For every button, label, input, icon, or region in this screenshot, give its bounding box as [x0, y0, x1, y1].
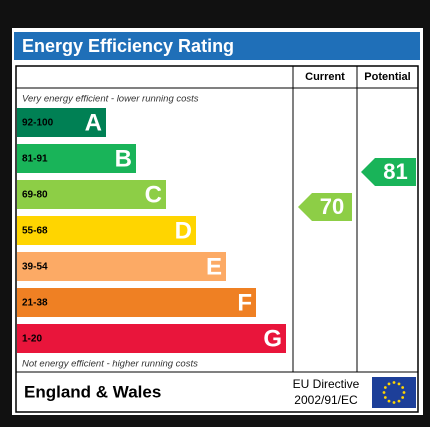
eu-stars: [382, 381, 406, 404]
band-bar: [17, 144, 136, 173]
band-range: 1-20: [22, 334, 42, 345]
eu-star: [387, 382, 391, 386]
potential-rating: 81: [383, 159, 407, 184]
header-current: Current: [305, 71, 345, 83]
band-range: 55-68: [22, 226, 48, 237]
band-letter: D: [175, 217, 192, 244]
band-bar: [17, 288, 256, 317]
title: Energy Efficiency Rating: [22, 36, 234, 56]
eu-star: [401, 396, 405, 399]
band-range: 92-100: [22, 118, 54, 129]
eu-star: [397, 399, 401, 403]
eu-star: [383, 386, 387, 389]
band-letter: G: [263, 325, 282, 352]
eu-star: [401, 386, 405, 389]
band-bar: [17, 324, 286, 353]
band-bar: [17, 252, 226, 281]
eu-star: [402, 391, 406, 394]
eu-star: [392, 401, 396, 404]
region: England & Wales: [24, 382, 161, 401]
band-letter: F: [237, 289, 252, 316]
band-range: 69-80: [22, 190, 48, 201]
band-range: 81-91: [22, 154, 48, 165]
band-letter: A: [85, 109, 102, 136]
header-potential: Potential: [364, 71, 410, 83]
directive-line: EU Directive: [293, 377, 360, 391]
current-arrow: [298, 192, 352, 221]
band-range: 21-38: [22, 298, 48, 309]
band-letter: C: [145, 181, 162, 208]
band-bar: [17, 216, 196, 245]
top-note: Very energy efficient - lower running co…: [22, 94, 199, 105]
eu-star: [392, 381, 396, 384]
directive-line: 2002/91/EC: [294, 393, 358, 407]
band-bar: [17, 180, 166, 209]
eu-star: [397, 382, 401, 386]
eu-star: [383, 396, 387, 399]
band-range: 39-54: [22, 262, 48, 273]
frame: [15, 65, 419, 413]
band-bar: [17, 108, 106, 137]
band-letter: B: [115, 145, 132, 172]
eu-star: [382, 391, 386, 394]
bottom-note: Not energy efficient - higher running co…: [22, 359, 198, 370]
eu-star: [387, 399, 391, 403]
current-rating: 70: [320, 194, 344, 219]
title-bar: [14, 32, 420, 60]
potential-arrow: [361, 158, 416, 186]
band-letter: E: [206, 253, 222, 280]
